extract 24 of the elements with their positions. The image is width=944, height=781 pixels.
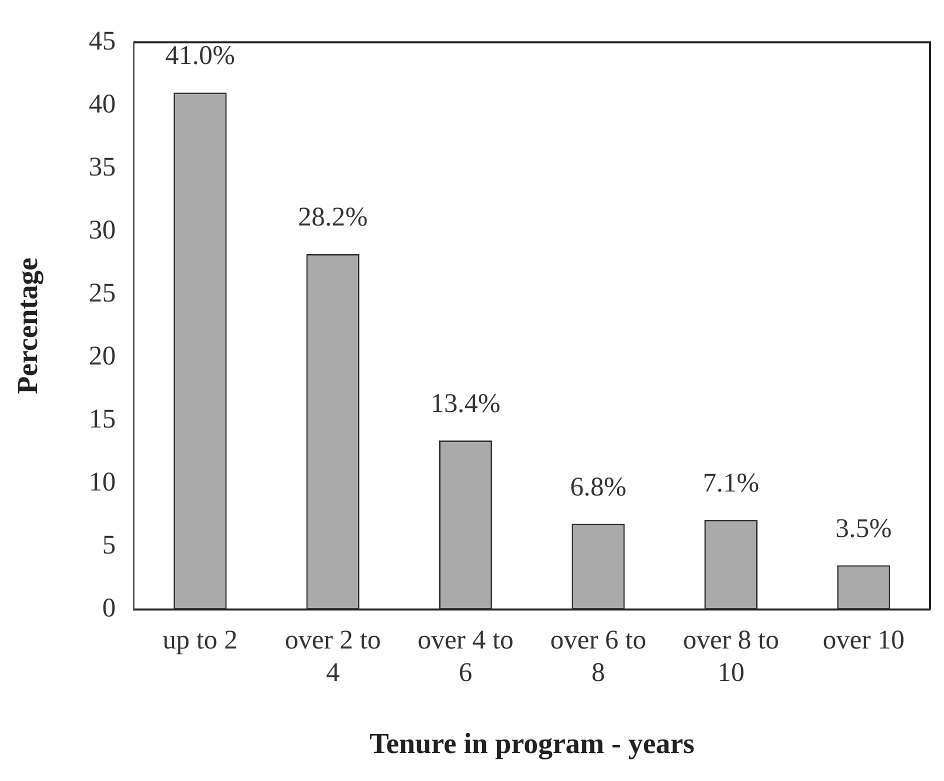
- x-tick-label: over 2 to 4: [284, 624, 381, 688]
- data-label: 7.1%: [702, 468, 760, 498]
- y-tick-label: 45: [88, 25, 116, 56]
- x-tick-label: over 8 to 10: [682, 624, 779, 688]
- y-tick-label: 40: [88, 88, 116, 118]
- data-label: 3.5%: [836, 512, 892, 543]
- y-tick-label: 35: [88, 151, 116, 182]
- y-axis-title: Percentage: [12, 258, 44, 394]
- x-axis-title: Tenure in program - years: [369, 728, 694, 760]
- data-label: 28.2%: [298, 202, 368, 232]
- x-tick-label: up to 2: [162, 624, 238, 655]
- x-tick-label: over 4 to 6: [418, 624, 514, 688]
- y-tick-label: 0: [102, 592, 116, 622]
- x-tick-label: over 6 to 8: [550, 624, 646, 688]
- y-tick-label: 15: [88, 403, 116, 434]
- y-tick-label: 30: [88, 214, 116, 244]
- x-tick-label: over 10: [822, 624, 905, 655]
- data-label: 6.8%: [570, 471, 626, 502]
- data-label: 13.4%: [430, 388, 500, 418]
- y-tick-label: 5: [102, 529, 116, 560]
- y-tick-label: 10: [88, 466, 116, 496]
- y-tick-label: 25: [88, 277, 116, 308]
- y-tick-label: 20: [88, 340, 116, 370]
- data-label: 41.0%: [165, 40, 236, 70]
